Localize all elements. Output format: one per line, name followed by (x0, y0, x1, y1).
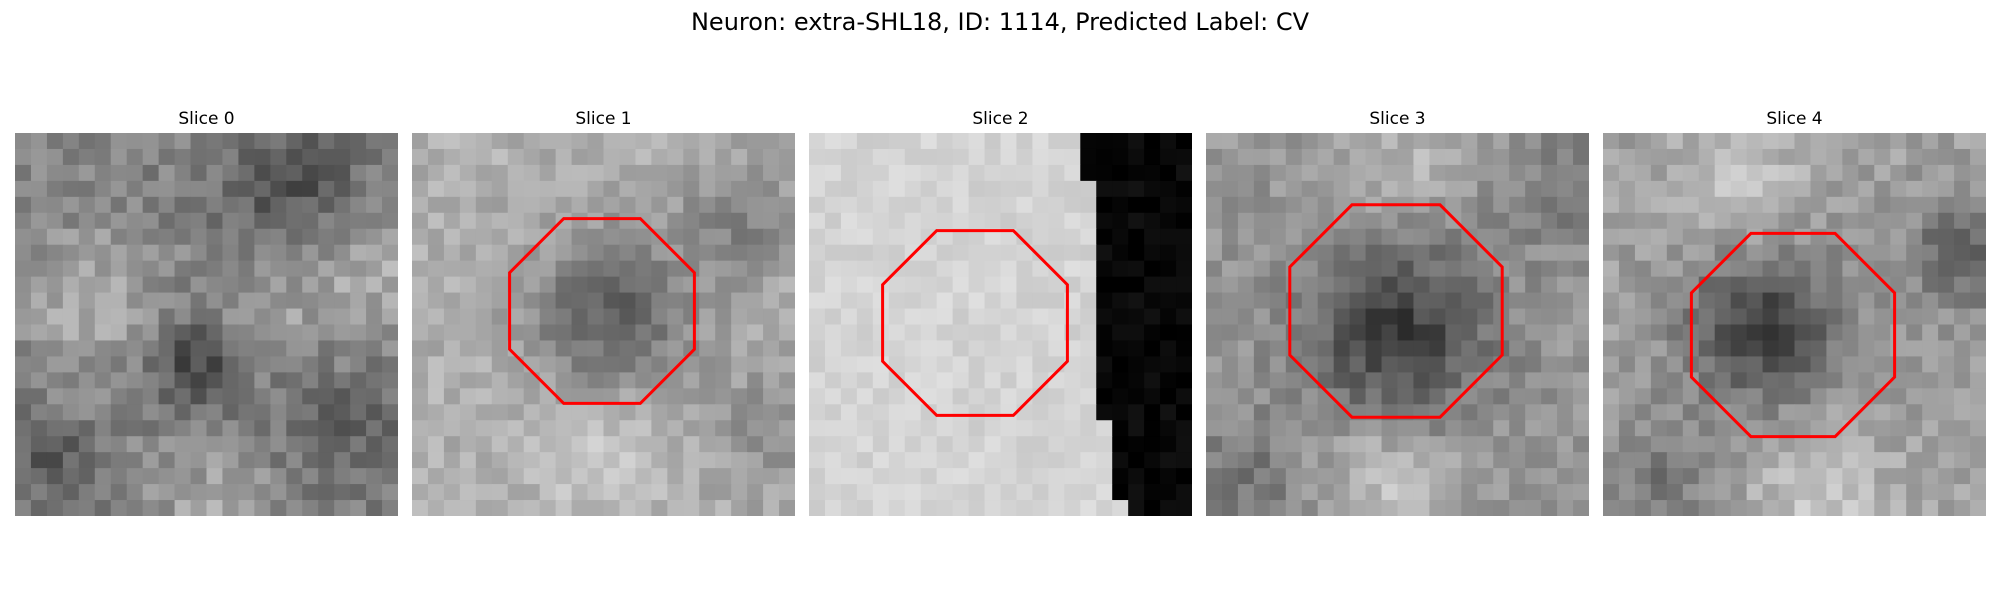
slice-image-4 (1603, 133, 1986, 516)
slice-title-2: Slice 2 (972, 109, 1029, 129)
slice-panel-3: Slice 3 (1206, 108, 1589, 516)
slice-title-3: Slice 3 (1369, 109, 1426, 129)
cell-outline-2 (881, 229, 1069, 417)
cell-outline-1 (508, 217, 696, 405)
slice-title-0: Slice 0 (178, 109, 235, 129)
slice-panel-4: Slice 4 (1603, 108, 1986, 516)
slice-panel-1: Slice 1 (412, 108, 795, 516)
slice-image-2 (809, 133, 1192, 516)
slice-title-1: Slice 1 (575, 109, 632, 129)
slice-title-4: Slice 4 (1766, 109, 1823, 129)
slice-panel-0: Slice 0 (15, 108, 398, 516)
slice-image-0 (15, 133, 398, 516)
cell-outline-3 (1288, 203, 1504, 419)
cell-outline-4 (1689, 231, 1897, 439)
figure-title: Neuron: extra-SHL18, ID: 1114, Predicted… (690, 8, 1310, 36)
slice-image-1 (412, 133, 795, 516)
slice-panel-2: Slice 2 (809, 108, 1192, 516)
slice-image-3 (1206, 133, 1589, 516)
